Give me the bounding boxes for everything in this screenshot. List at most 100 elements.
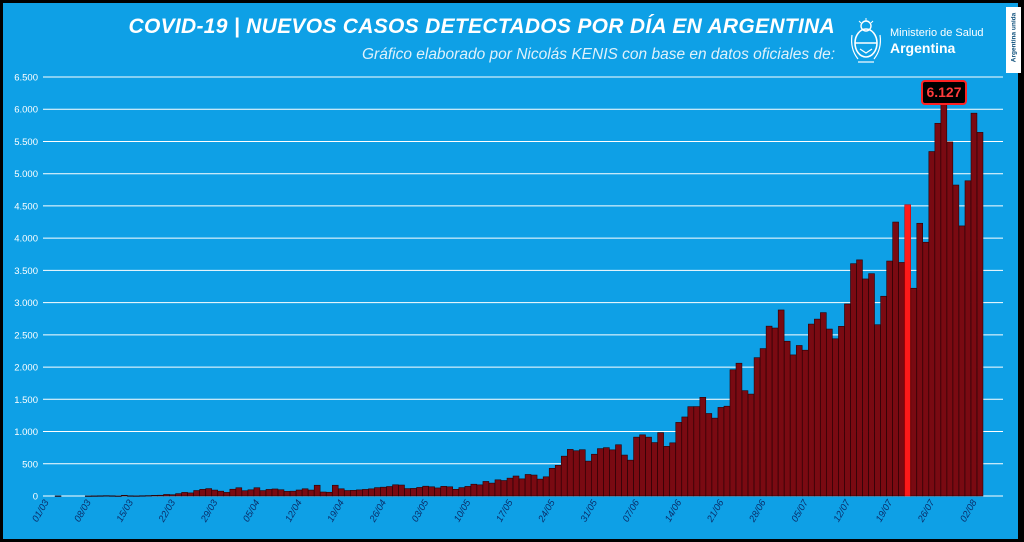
x-tick-label: 07/06 [621,497,643,524]
x-tick-label: 05/07 [789,497,811,524]
bar [422,485,429,497]
bar-chart: 0 500 1.000 1.500 2.000 2.500 3.000 3.500 4.000 4… [14,73,1003,525]
bar [500,480,508,497]
chart-title: COVID-19 | NUEVOS CASOS DETECTADOS POR D… [128,15,835,38]
bar [934,122,942,497]
bar [976,132,984,497]
bar [946,141,954,497]
bar [693,406,701,497]
bar [235,487,243,497]
bar [639,434,646,497]
bar [621,454,628,497]
x-tick-label: 26/04 [367,498,389,525]
bar [838,326,845,497]
x-tick-label: 29/03 [198,497,220,525]
bar [723,405,731,497]
bar [705,413,713,497]
x-tick-label: 02/08 [958,497,980,524]
bar [970,112,978,497]
bar [193,490,200,497]
bar [826,328,833,497]
bar [217,490,225,497]
bar [380,486,387,497]
country-name: Argentina [890,40,956,56]
bar [735,362,743,497]
bar [777,309,785,497]
bar [814,318,821,497]
y-tick-label: 2.000 [14,363,38,374]
bar [115,495,122,497]
bar [820,312,827,497]
bar [139,495,146,497]
bar [368,488,375,497]
y-tick-label: 4.500 [14,201,38,212]
bar [344,490,351,497]
bar [862,278,869,497]
bar [808,323,815,497]
bar [350,490,357,497]
bar [96,495,104,497]
bar [910,287,917,497]
peak-bar [904,204,911,497]
bar [458,487,466,497]
bar [151,495,158,497]
bar [494,479,502,497]
bar [591,453,598,497]
bar [747,393,755,497]
bar [512,475,520,497]
bar [175,493,182,497]
bar [127,495,134,497]
bar [530,474,538,497]
bar [802,349,809,497]
bar [416,487,423,497]
ministry-logo [848,15,998,67]
bar [319,491,327,497]
bar [651,442,658,497]
bar [440,486,447,497]
bar [90,495,98,497]
x-tick-label: 28/06 [747,497,769,525]
bar [759,348,767,497]
bar [603,447,610,497]
bar [205,488,212,497]
bar [103,495,110,497]
bar [542,476,550,497]
bar [133,495,140,497]
bar [717,407,725,497]
bar [398,484,405,497]
bar [844,303,851,497]
bar [470,483,478,497]
chart-subtitle: Gráfico elaborado por Nicolás KENIS con … [361,46,835,63]
bar [566,449,574,497]
bar [410,488,417,497]
bar [265,489,273,497]
bar [187,492,194,497]
x-tick-label: 31/05 [579,497,601,524]
bar [121,494,128,497]
bar [741,390,749,497]
bar [928,151,936,497]
bar [524,474,532,497]
bar [964,180,972,497]
x-tick-label: 05/04 [241,498,262,524]
bar [338,488,345,497]
bar [482,481,490,497]
bar [506,477,514,497]
bar [868,273,875,497]
bar [940,100,948,497]
bar [771,327,779,497]
y-tick-label: 5.500 [14,137,38,148]
x-tick-label: 10/05 [452,497,474,524]
bar [446,486,453,497]
bar [259,490,267,497]
bar [145,495,152,497]
bar [687,406,695,497]
bar [585,460,592,497]
x-tick-label: 15/03 [115,497,137,524]
x-tick-label: 14/06 [663,497,685,524]
bar [856,259,863,497]
y-tick-label: 0 [33,492,38,503]
bar [922,241,930,497]
bar [609,449,616,497]
chart-panel: COVID-19 | NUEVOS CASOS DETECTADOS POR D… [3,3,1021,539]
